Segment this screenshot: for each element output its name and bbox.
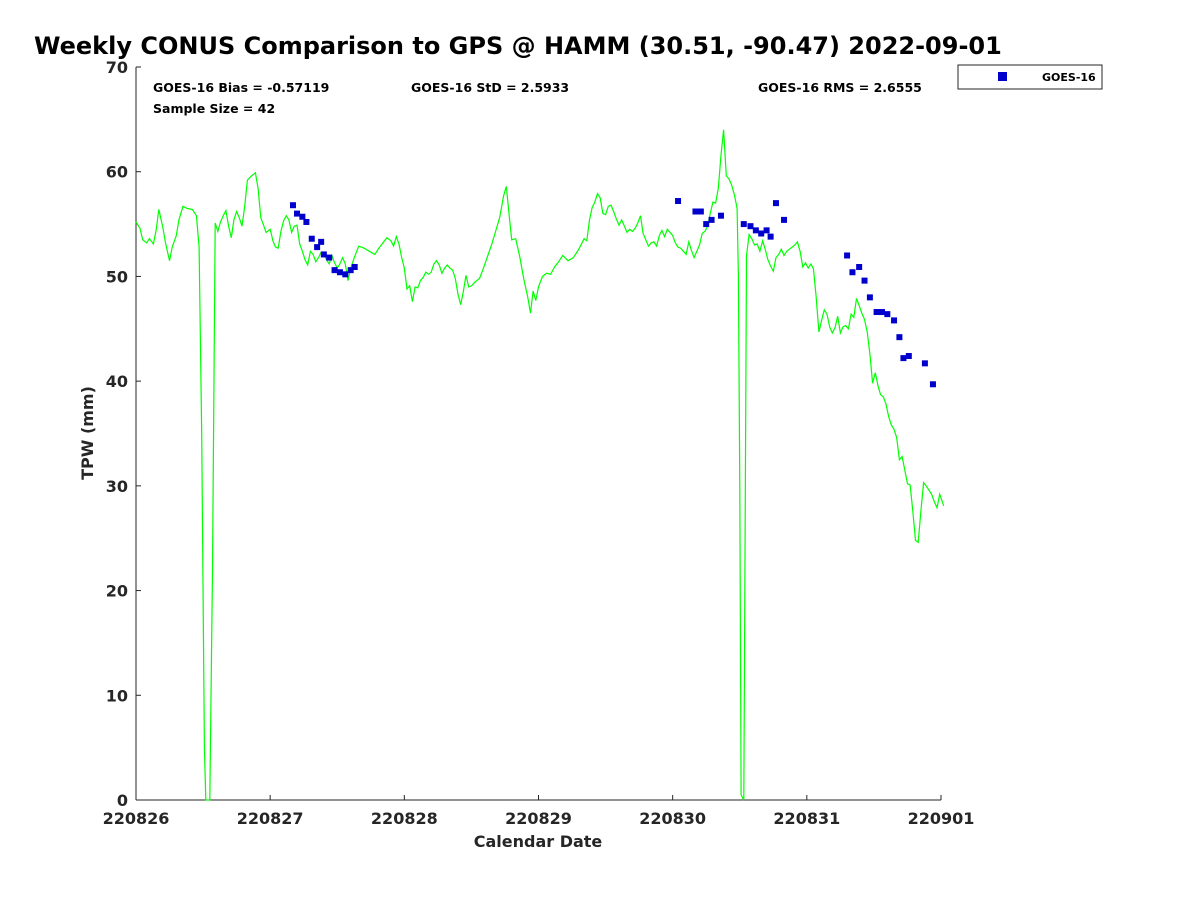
goes-16-point [717, 212, 724, 219]
goes-16-point [844, 252, 851, 259]
x-tick-label: 220901 [908, 809, 975, 828]
goes-16-point [320, 251, 327, 258]
y-ticks: 0 10 20 30 40 50 60 70 [106, 58, 141, 810]
goes-16-point [891, 317, 898, 324]
goes-16-point [351, 264, 358, 271]
legend: GOES-16 [957, 64, 1103, 90]
goes-16-point [866, 294, 873, 301]
goes-16-point [294, 210, 300, 217]
x-tick-label: 220827 [237, 809, 304, 828]
goes-16-point [347, 267, 354, 274]
goes-16-point [856, 264, 863, 271]
x-tick-label: 220831 [773, 809, 840, 828]
legend-box [957, 64, 1103, 90]
y-tick-label: 0 [117, 791, 128, 810]
goes-16-point [708, 216, 715, 223]
goes-16-point [331, 267, 338, 274]
goes-16-point [697, 208, 704, 215]
y-tick-label: 10 [106, 686, 128, 705]
y-tick-label: 20 [106, 582, 128, 601]
goes-16-point [873, 309, 880, 316]
goes-16-point [299, 213, 306, 220]
goes-16-point [878, 309, 885, 316]
sample-size-stat: Sample Size = 42 [153, 101, 275, 116]
goes-16-point [752, 227, 759, 234]
bias-stat: GOES-16 Bias = -0.57119 [153, 80, 329, 95]
goes-16-point [758, 230, 765, 237]
chart-title: Weekly CONUS Comparison to GPS @ HAMM (3… [34, 32, 1002, 60]
x-tick-label: 220828 [371, 809, 438, 828]
goes-16-point [289, 202, 296, 209]
goes-16-point [336, 269, 343, 276]
x-tick-label: 220830 [639, 809, 706, 828]
legend-marker-goes-16 [998, 72, 1007, 81]
goes-16-point [772, 200, 779, 207]
goes-16-point [929, 381, 936, 388]
x-axis-label: Calendar Date [474, 832, 603, 851]
goes-16-point [781, 216, 788, 223]
x-tick-label: 220826 [103, 809, 170, 828]
goes-16-point [900, 355, 907, 362]
goes-16-point [905, 353, 912, 360]
goes-16-point [849, 269, 856, 276]
y-tick-label: 50 [106, 267, 128, 286]
series-layer [135, 129, 945, 801]
x-ticks: 220826 220827 220828 220829 220830 220831 2209… [103, 795, 975, 828]
y-axis-label: TPW (mm) [78, 386, 97, 480]
goes-16-point [884, 311, 891, 318]
goes-16-point [318, 238, 325, 245]
goes-16-point [703, 221, 710, 228]
goes-16-point [896, 334, 903, 341]
y-tick-label: 60 [106, 163, 128, 182]
goes-16-point [861, 277, 868, 284]
goes-16-point [314, 244, 321, 251]
goes-16-point [740, 221, 747, 228]
rms-stat: GOES-16 RMS = 2.6555 [758, 80, 922, 95]
goes-16-point [326, 254, 333, 261]
goes-16-point [747, 223, 754, 230]
goes-16-point [767, 233, 774, 240]
goes-16-point [692, 208, 699, 215]
goes-16-point [342, 271, 349, 278]
std-stat: GOES-16 StD = 2.5933 [411, 80, 569, 95]
goes-16-point [763, 227, 770, 234]
legend-label-goes-16: GOES-16 [1042, 71, 1096, 84]
x-tick-label: 220829 [505, 809, 572, 828]
goes-16-point [308, 235, 315, 242]
goes-16-point [675, 198, 682, 205]
y-tick-label: 40 [106, 372, 128, 391]
goes-16-point [921, 360, 928, 367]
gps-tpw-line [135, 129, 945, 801]
y-tick-label: 70 [106, 58, 128, 77]
goes-16-point [303, 218, 310, 225]
y-tick-label: 30 [106, 477, 128, 496]
